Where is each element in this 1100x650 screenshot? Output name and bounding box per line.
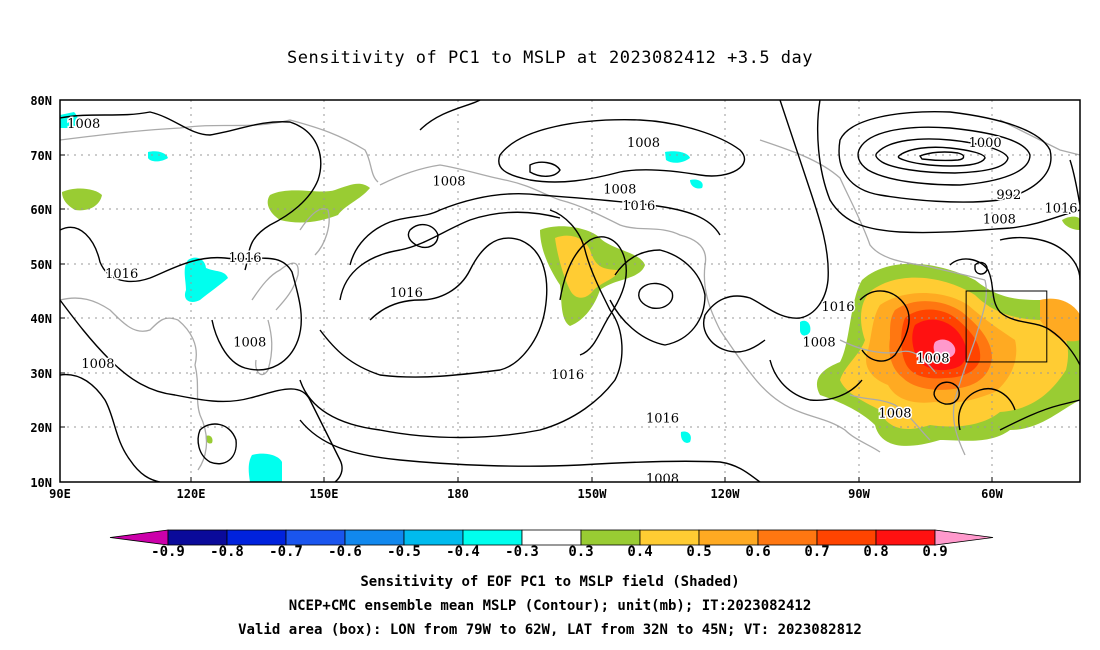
shade-green-small [205, 435, 213, 444]
colorbar-label: -0.6 [328, 544, 362, 560]
lon-label: 150W [578, 487, 608, 501]
lat-label: 50N [30, 258, 52, 272]
colorbar-label: 0.8 [863, 544, 888, 560]
shade-green-northeast [1062, 216, 1080, 230]
shade-pink-atlantic [933, 339, 956, 359]
colorbar-swatch [757, 529, 818, 546]
colorbar-swatch [344, 529, 405, 546]
colorbar-label: 0.7 [804, 544, 829, 560]
lat-label: 20N [30, 421, 52, 435]
lon-label: 180 [447, 487, 469, 501]
colorbar-swatch [698, 529, 759, 546]
shade-yellow-pacific [555, 235, 620, 298]
caption-line-1: Sensitivity of EOF PC1 to MSLP field (Sh… [360, 574, 740, 590]
colorbar [109, 529, 994, 546]
contour-label: 1008 [878, 406, 911, 421]
colorbar-label: 0.9 [922, 544, 947, 560]
colorbar-swatch [167, 529, 228, 546]
lat-label: 30N [30, 367, 52, 381]
shade-cyan-small1 [690, 179, 703, 189]
colorbar-swatch [285, 529, 346, 546]
colorbar-swatch [580, 529, 641, 546]
contour-label: 1008 [432, 174, 465, 189]
lon-label: 150E [310, 487, 339, 501]
shade-cyan-siberia [148, 151, 168, 162]
colorbar-label: 0.6 [745, 544, 770, 560]
colorbar-swatch [109, 529, 169, 546]
lat-label: 40N [30, 312, 52, 326]
colorbar-label: -0.4 [446, 544, 480, 560]
contour-label: 992 [996, 188, 1021, 203]
colorbar-swatch [934, 529, 994, 546]
lat-label: 10N [30, 476, 52, 490]
shade-cyan-tropics [248, 453, 282, 482]
lat-label: 80N [30, 94, 52, 108]
contour-label: 1016 [551, 368, 584, 383]
contour-label: 1008 [627, 136, 660, 151]
colorbar-label: -0.5 [387, 544, 421, 560]
colorbar-label: -0.9 [151, 544, 185, 560]
contour-label: 1008 [646, 472, 679, 487]
contour-label: 1008 [233, 335, 266, 350]
contour-label: 1008 [916, 352, 949, 367]
lon-label: 120E [177, 487, 206, 501]
lon-label: 120W [711, 487, 741, 501]
colorbar-swatch [521, 529, 582, 546]
lon-label: 60W [981, 487, 1003, 501]
contour-label: 1008 [983, 213, 1016, 228]
contour-label: 1016 [1044, 202, 1077, 217]
caption-line-3: Valid area (box): LON from 79W to 62W, L… [238, 622, 862, 638]
lon-tick-labels: 90E 120E 150E 180 150W 120W 90W 60W [49, 487, 1003, 501]
plot-frame [59, 99, 1081, 483]
shade-cyan-small2 [800, 320, 811, 336]
lat-label: 70N [30, 149, 52, 163]
lon-label: 90E [49, 487, 71, 501]
shade-cyan-small3 [680, 431, 691, 443]
shade-cyan-alaska [665, 151, 690, 163]
colorbar-label: 0.5 [686, 544, 711, 560]
contour-label: 1016 [390, 286, 423, 301]
shade-green-siberia [267, 183, 370, 223]
shade-cyan-japan [184, 257, 228, 302]
coastlines [60, 119, 1080, 471]
contour-label: 1016 [622, 199, 655, 214]
colorbar-swatch [875, 529, 936, 546]
contour-label: 1008 [81, 357, 114, 372]
colorbar-labels: -0.9 -0.8 -0.7 -0.6 -0.5 -0.4 -0.3 0.3 0… [151, 544, 948, 560]
colorbar-swatch [816, 529, 877, 546]
contour-label: 1016 [821, 300, 854, 315]
lat-label: 60N [30, 203, 52, 217]
mslp-contours [60, 100, 1080, 482]
colorbar-swatch [462, 529, 523, 546]
axis-ticks [59, 99, 993, 483]
sensitivity-shading [60, 112, 1080, 482]
lat-tick-labels: 80N 70N 60N 50N 40N 30N 20N 10N [30, 94, 52, 490]
colorbar-swatch [403, 529, 464, 546]
colorbar-label: -0.3 [505, 544, 539, 560]
lon-label: 90W [848, 487, 870, 501]
chart-title: Sensitivity of PC1 to MSLP at 2023082412… [286, 48, 813, 68]
colorbar-label: 0.3 [568, 544, 593, 560]
contour-label: 1008 [67, 117, 100, 132]
contour-label: 1016 [228, 251, 261, 266]
colorbar-swatch [639, 529, 700, 546]
valid-area-box [965, 290, 1048, 363]
contour-label: 1016 [646, 412, 679, 427]
colorbar-label: 0.4 [627, 544, 652, 560]
shade-green-west [62, 188, 102, 211]
colorbar-swatch [226, 529, 287, 546]
colorbar-label: -0.8 [210, 544, 244, 560]
contour-label: 1000 [969, 136, 1002, 151]
caption-line-2: NCEP+CMC ensemble mean MSLP (Contour); u… [288, 598, 812, 614]
contour-label: 1008 [803, 335, 836, 350]
contour-label: 1008 [603, 183, 636, 198]
contour-labels: 1008100810081008101610009921008101610161… [66, 116, 1079, 487]
colorbar-label: -0.7 [269, 544, 303, 560]
contour-label: 1016 [105, 267, 138, 282]
